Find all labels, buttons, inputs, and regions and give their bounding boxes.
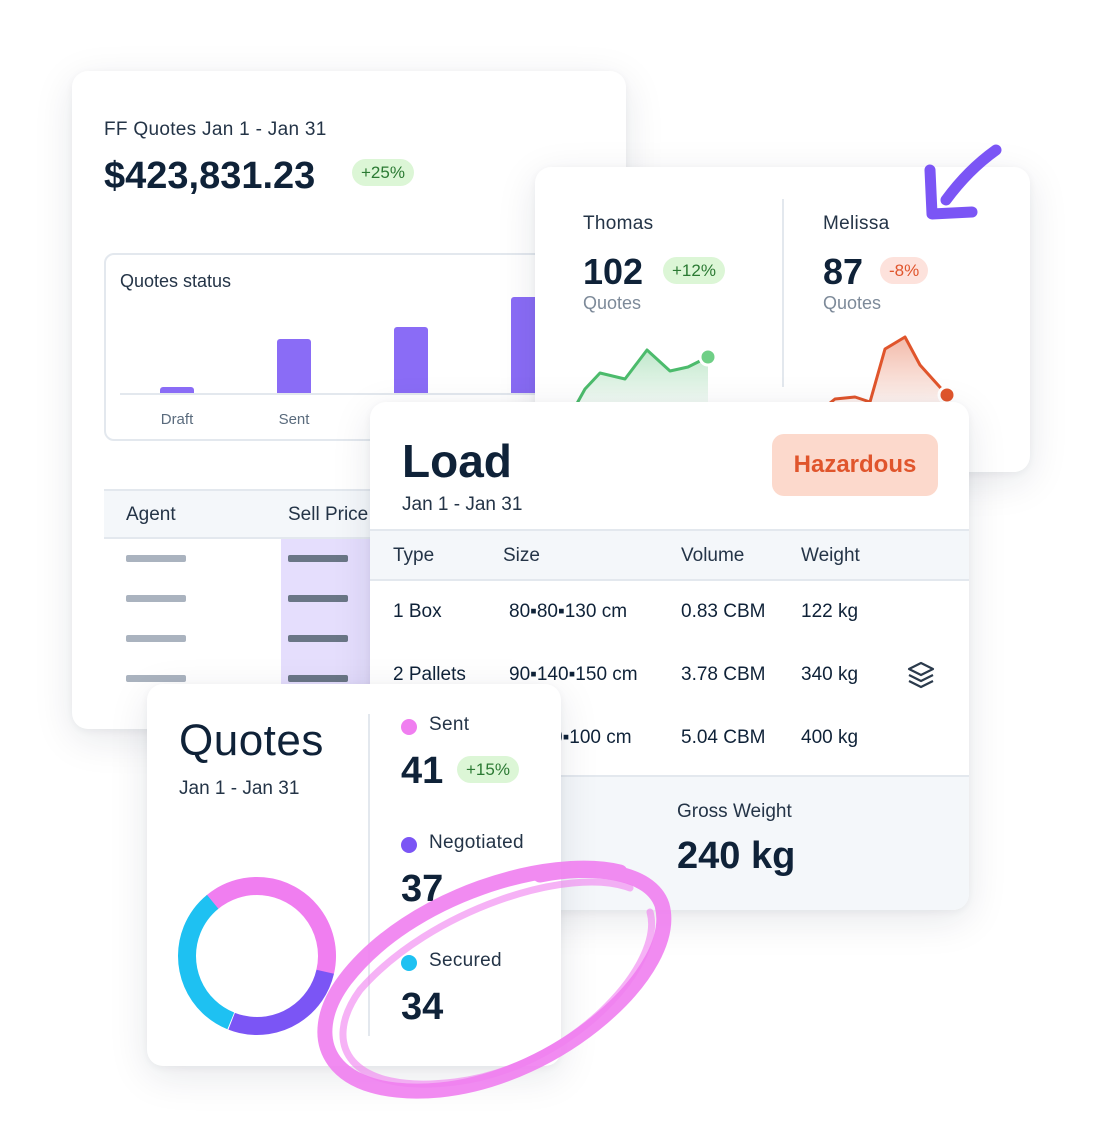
status-bar[interactable]: [277, 339, 311, 393]
column-agent[interactable]: Agent: [126, 504, 176, 525]
table-row[interactable]: [104, 579, 604, 619]
ff-quotes-amount: $423,831.23: [104, 155, 316, 197]
legend-value: 34: [401, 986, 444, 1028]
table-row[interactable]: 0▪100 cm 5.04 CBM 400 kg: [370, 707, 969, 767]
quotes-donut-chart: [178, 876, 336, 1035]
cell-volume: 3.78 CBM: [681, 664, 766, 685]
chart-baseline: [120, 393, 560, 395]
divider: [782, 199, 784, 387]
agent-thomas: Thomas 102 +12% Quotes: [583, 213, 725, 313]
gross-weight-label: Gross Weight: [677, 801, 792, 822]
column-sell-price[interactable]: Sell Price: [288, 504, 369, 525]
table-row[interactable]: 2 Pallets 90▪140▪150 cm 3.78 CBM 340 kg: [370, 644, 969, 704]
agent-unit: Quotes: [583, 293, 642, 313]
cell-volume: 5.04 CBM: [681, 727, 766, 748]
load-table-header: Type Size Volume Weight: [370, 529, 969, 581]
melissa-sparkline: [825, 335, 957, 407]
column-volume[interactable]: Volume: [681, 545, 745, 566]
placeholder-bar: [126, 635, 186, 642]
status-bar[interactable]: [160, 387, 194, 393]
secured-dot: [401, 955, 417, 971]
placeholder-bar: [288, 675, 348, 682]
column-type[interactable]: Type: [393, 545, 435, 566]
arrow-icon: [924, 144, 1002, 220]
status-bar[interactable]: [394, 327, 428, 393]
divider: [368, 714, 370, 1036]
cell-volume: 0.83 CBM: [681, 601, 766, 622]
sent-dot: [401, 719, 417, 735]
cell-weight: 340 kg: [801, 664, 859, 685]
placeholder-bar: [126, 595, 186, 602]
table-row[interactable]: [104, 539, 604, 579]
agent-quote-count: 87: [823, 251, 864, 292]
quotes-card: Quotes Jan 1 - Jan 31 Sent 41 +15% Negot…: [147, 684, 561, 1066]
cell-type: 2 Pallets: [393, 664, 466, 685]
load-card: Load Jan 1 - Jan 31 Hazardous Type Size …: [370, 402, 969, 910]
quotes-title: Quotes: [179, 716, 324, 765]
thomas-sparkline: [575, 347, 718, 407]
placeholder-bar: [126, 675, 186, 682]
table-row[interactable]: [104, 619, 604, 659]
quotes-dates: Jan 1 - Jan 31: [179, 778, 300, 799]
cell-weight: 122 kg: [801, 601, 859, 622]
highlight-scribble-icon: [317, 860, 672, 1099]
placeholder-bar: [288, 635, 348, 642]
cell-size: 80▪80▪130 cm: [509, 601, 628, 622]
column-weight[interactable]: Weight: [801, 545, 860, 566]
placeholder-bar: [288, 555, 348, 562]
cell-size: 90▪140▪150 cm: [509, 664, 638, 685]
gross-weight-value: 240 kg: [677, 835, 796, 877]
placeholder-bar: [288, 595, 348, 602]
legend-value: 41: [401, 750, 444, 792]
load-dates: Jan 1 - Jan 31: [402, 494, 523, 515]
cell-size: 0▪100 cm: [552, 727, 632, 748]
agent-melissa: Melissa 87 -8% Quotes: [823, 213, 929, 313]
ff-quotes-change-badge: +25%: [352, 159, 414, 186]
cell-weight: 400 kg: [801, 727, 859, 748]
layers-icon[interactable]: [906, 660, 936, 690]
cell-type: 1 Box: [393, 601, 442, 622]
table-row[interactable]: 1 Box 80▪80▪130 cm 0.83 CBM 122 kg: [370, 581, 969, 641]
agent-quote-count: 102: [583, 251, 644, 292]
legend-label: Sent: [429, 714, 470, 735]
quotes-status-label: Quotes status: [120, 271, 232, 291]
load-title: Load: [402, 435, 512, 487]
agent-change-badge: -8%: [880, 257, 929, 284]
agent-name: Thomas: [583, 213, 654, 234]
legend-change-badge: +15%: [457, 756, 519, 783]
column-size[interactable]: Size: [503, 545, 540, 566]
legend-label: Secured: [429, 950, 502, 971]
agent-name: Melissa: [823, 213, 890, 234]
category-label: Sent: [278, 411, 310, 428]
negotiated-dot: [401, 837, 417, 853]
agent-unit: Quotes: [823, 293, 882, 313]
category-label: Draft: [160, 411, 194, 428]
placeholder-bar: [126, 555, 186, 562]
agent-change-badge: +12%: [663, 257, 725, 284]
legend-label: Negotiated: [429, 832, 524, 853]
ff-quotes-title: FF Quotes Jan 1 - Jan 31: [104, 119, 327, 140]
hazardous-badge: Hazardous: [772, 434, 938, 496]
